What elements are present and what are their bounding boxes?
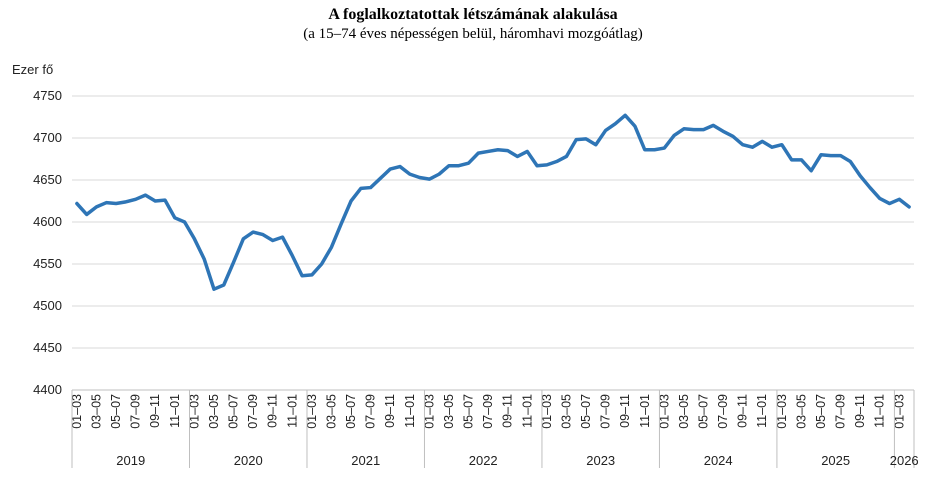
x-tick-label: 03–05 bbox=[324, 394, 338, 429]
year-label: 2021 bbox=[351, 453, 380, 468]
y-tick-label: 4650 bbox=[33, 172, 62, 187]
x-tick-label: 07–09 bbox=[716, 394, 730, 429]
x-tick-label: 01–03 bbox=[70, 394, 84, 429]
x-tick-label: 09–11 bbox=[853, 394, 867, 428]
x-tick-label: 03–05 bbox=[89, 394, 103, 429]
y-tick-label: 4750 bbox=[33, 88, 62, 103]
x-tick-label: 07–09 bbox=[246, 394, 260, 429]
year-label: 2024 bbox=[704, 453, 733, 468]
x-tick-label: 01–03 bbox=[540, 394, 554, 429]
y-tick-labels: 4400 4450 4500 4550 4600 4650 4700 4750 bbox=[33, 88, 62, 397]
x-tick-label: 11–01 bbox=[520, 394, 534, 428]
year-label: 2019 bbox=[116, 453, 145, 468]
y-axis-label: Ezer fő bbox=[12, 62, 54, 77]
x-tick-label: 11–01 bbox=[285, 394, 299, 428]
x-tick-label: 09–11 bbox=[266, 394, 280, 428]
x-tick-label: 11–01 bbox=[638, 394, 652, 428]
x-tick-label: 05–07 bbox=[697, 394, 711, 429]
x-tick-label: 09–11 bbox=[736, 394, 750, 428]
x-tick-label: 09–11 bbox=[501, 394, 515, 428]
x-tick-label: 01–03 bbox=[892, 394, 906, 429]
y-tick-label: 4500 bbox=[33, 298, 62, 313]
x-tick-label: 03–05 bbox=[559, 394, 573, 429]
x-tick-label: 03–05 bbox=[207, 394, 221, 429]
year-label: 2026 bbox=[890, 453, 919, 468]
year-label: 2025 bbox=[821, 453, 850, 468]
y-tick-label: 4550 bbox=[33, 256, 62, 271]
x-tick-label: 03–05 bbox=[442, 394, 456, 429]
x-tick-label: 05–07 bbox=[814, 394, 828, 429]
x-tick-label: 11–01 bbox=[168, 394, 182, 428]
x-tick-label: 07–09 bbox=[481, 394, 495, 429]
x-tick-label: 05–07 bbox=[344, 394, 358, 429]
y-tick-label: 4450 bbox=[33, 340, 62, 355]
chart-title: A foglalkoztatottak létszámának alakulás… bbox=[328, 6, 618, 23]
x-tick-label: 05–07 bbox=[462, 394, 476, 429]
x-tick-label: 09–11 bbox=[618, 394, 632, 428]
x-tick-label: 05–07 bbox=[579, 394, 593, 429]
y-tick-label: 4600 bbox=[33, 214, 62, 229]
year-label: 2023 bbox=[586, 453, 615, 468]
y-tick-label: 4700 bbox=[33, 130, 62, 145]
x-tick-label: 07–09 bbox=[834, 394, 848, 429]
x-tick-label: 07–09 bbox=[599, 394, 613, 429]
chart-subtitle: (a 15–74 éves népességen belül, háromhav… bbox=[303, 26, 643, 42]
x-axis: 01–03 03–05 05–07 07–09 09–11 11–01 01–03 03–05… bbox=[70, 389, 919, 468]
year-label: 2022 bbox=[469, 453, 498, 468]
x-tick-label: 07–09 bbox=[364, 394, 378, 429]
x-tick-label: 07–09 bbox=[129, 394, 143, 429]
x-tick-label: 11–01 bbox=[873, 394, 887, 428]
x-tick-label: 03–05 bbox=[677, 394, 691, 429]
x-tick-label: 11–01 bbox=[755, 394, 769, 428]
x-tick-label: 01–03 bbox=[422, 394, 436, 429]
year-label: 2020 bbox=[234, 453, 263, 468]
series-line-group bbox=[75, 113, 911, 291]
x-tick-label: 05–07 bbox=[109, 394, 123, 429]
x-tick-label: 01–03 bbox=[775, 394, 789, 429]
x-tick-label: 01–03 bbox=[305, 394, 319, 429]
x-tick-label: 01–03 bbox=[187, 394, 201, 429]
x-tick-label: 05–07 bbox=[227, 394, 241, 429]
x-tick-label: 03–05 bbox=[794, 394, 808, 429]
x-tick-label: 09–11 bbox=[383, 394, 397, 428]
series-line bbox=[75, 113, 911, 291]
x-tick-label: 01–03 bbox=[657, 394, 671, 429]
x-tick-label: 09–11 bbox=[148, 394, 162, 428]
x-tick-label: 11–01 bbox=[403, 394, 417, 428]
y-tick-label: 4400 bbox=[33, 382, 62, 397]
